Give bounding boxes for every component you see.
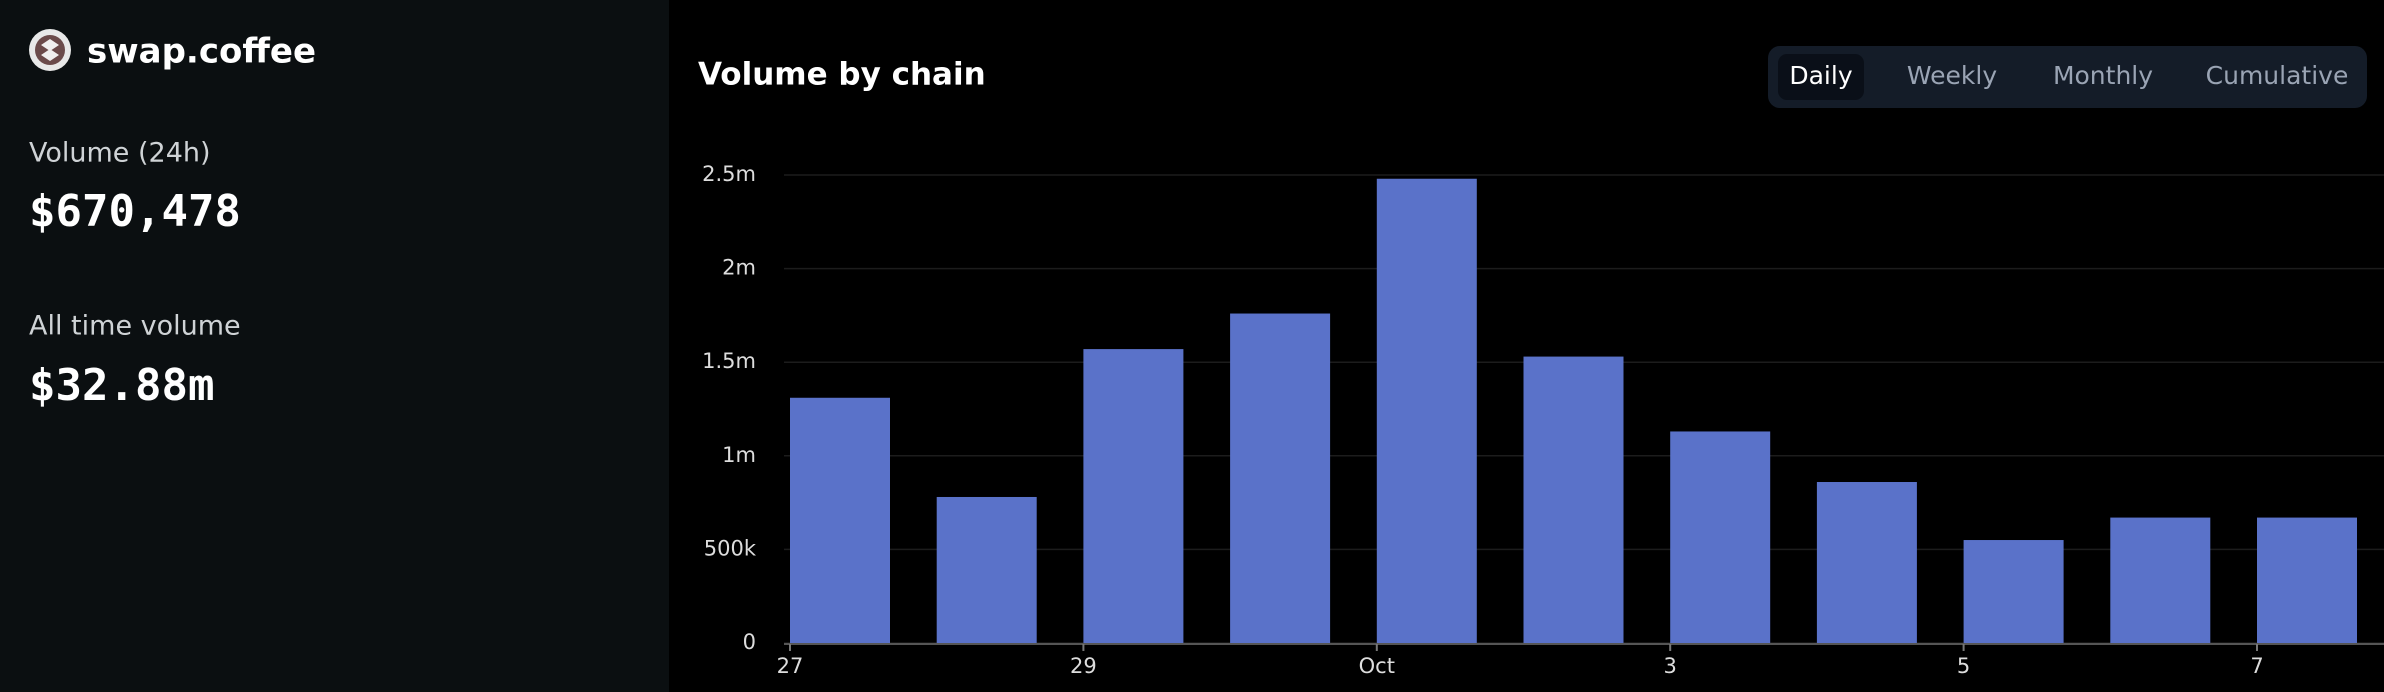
y-tick-label: 1.5m (702, 349, 756, 373)
bar (1963, 540, 2064, 643)
x-tick-label: 27 (777, 654, 804, 678)
bar (1670, 431, 1771, 643)
y-tick-label: 2.5m (702, 162, 756, 186)
tab-bar (1768, 46, 2367, 108)
side-panel (0, 0, 669, 692)
y-tick-label: 0 (743, 630, 756, 654)
x-tick-label: Oct (1359, 654, 1395, 678)
stat-label: All time volume (29, 311, 241, 342)
tab[interactable]: Weekly (1907, 61, 1997, 90)
bar (790, 397, 890, 643)
bar (1376, 178, 1477, 643)
bar (1816, 482, 1917, 643)
logo (29, 29, 71, 71)
bar (936, 496, 1037, 643)
x-tick-label: 7 (2250, 654, 2263, 678)
y-tick-label: 500k (704, 536, 757, 560)
tab[interactable]: Daily (1789, 61, 1852, 90)
stat-value: $670,478 (29, 186, 241, 237)
stat-label: Volume (24h) (29, 138, 211, 169)
bar (2110, 517, 2211, 643)
chart-title: Volume by chain (698, 57, 986, 93)
y-tick-label: 1m (722, 443, 756, 467)
x-tick-label: 3 (1664, 654, 1677, 678)
bar (2257, 517, 2357, 643)
bar (1083, 349, 1184, 643)
tab[interactable]: Monthly (2053, 61, 2153, 90)
bar (1523, 356, 1624, 643)
x-tick-label: 5 (1957, 654, 1970, 678)
x-tick-label: 29 (1070, 654, 1097, 678)
bar (1230, 313, 1331, 643)
stat-value: $32.88m (29, 360, 214, 411)
tab-selected (1778, 54, 1864, 100)
tab[interactable]: Cumulative (2206, 61, 2349, 90)
brand: swap.coffee (87, 32, 316, 72)
y-tick-label: 2m (722, 256, 756, 280)
